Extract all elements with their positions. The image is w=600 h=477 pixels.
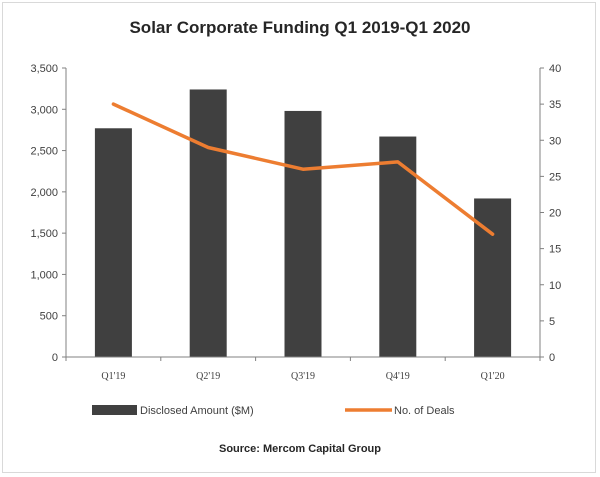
legend-bar-label: Disclosed Amount ($M) — [140, 405, 254, 417]
bar-q119 — [94, 128, 132, 357]
x-axis-category-label: Q4'19 — [386, 371, 410, 382]
left-axis-tick-label: 0 — [52, 352, 58, 364]
right-axis-tick-label: 10 — [549, 280, 561, 292]
left-axis-tick-label: 3,500 — [30, 63, 58, 75]
left-axis-tick-label: 3,000 — [30, 104, 58, 116]
right-axis-tick-label: 20 — [549, 208, 561, 220]
left-axis-tick-label: 1,500 — [30, 228, 58, 240]
left-axis-tick-label: 2,500 — [30, 146, 58, 158]
bar-q219 — [189, 89, 227, 358]
bar-q319 — [284, 110, 322, 358]
chart-title: Solar Corporate Funding Q1 2019-Q1 2020 — [129, 18, 471, 37]
right-axis-tick-label: 0 — [549, 352, 555, 364]
right-axis-tick-label: 25 — [549, 171, 561, 183]
x-axis-category-label: Q3'19 — [291, 371, 315, 382]
x-axis-category-label: Q1'19 — [101, 371, 125, 382]
chart-source: Source: Mercom Capital Group — [219, 443, 381, 455]
right-axis-tick-label: 30 — [549, 135, 561, 147]
deals-line — [111, 102, 495, 236]
right-axis-tick-label: 40 — [549, 63, 561, 75]
right-axis-tick-label: 5 — [549, 316, 555, 328]
left-axis-tick-label: 2,000 — [30, 187, 58, 199]
legend-bar-swatch — [92, 405, 137, 415]
x-axis-category-label: Q2'19 — [196, 371, 220, 382]
legend-line-label: No. of Deals — [394, 405, 455, 417]
x-axis-category-label: Q1'20 — [481, 371, 505, 382]
right-axis-tick-label: 35 — [549, 99, 561, 111]
left-axis-tick-label: 1,000 — [30, 269, 58, 281]
right-axis-tick-label: 15 — [549, 244, 561, 256]
left-axis-tick-label: 500 — [40, 311, 58, 323]
